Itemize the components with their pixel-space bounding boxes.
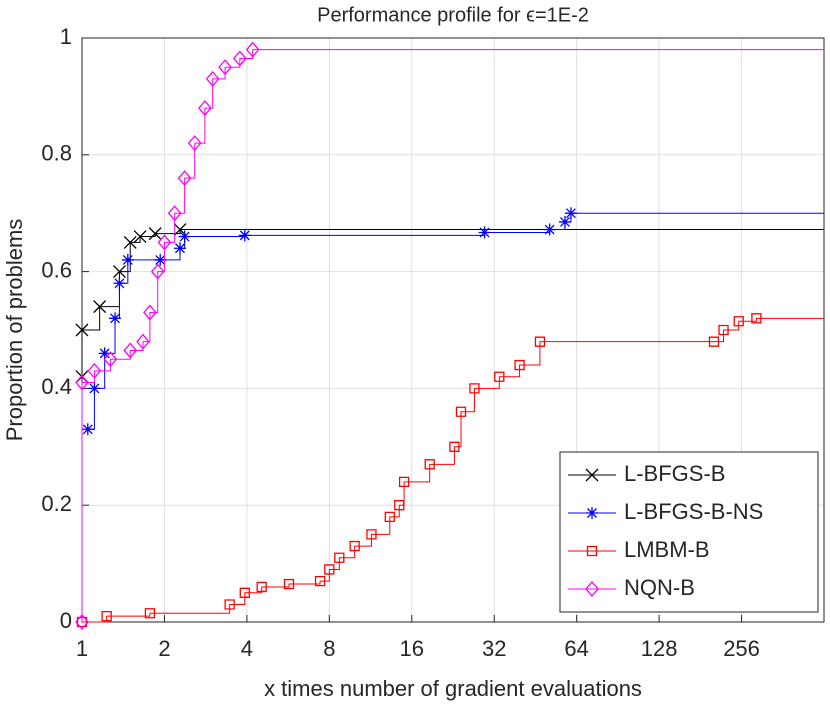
x-tick-label: 4 [241,636,253,661]
marker [123,235,137,249]
marker [113,277,126,290]
marker [198,100,212,117]
marker [150,263,165,280]
marker [751,313,762,324]
marker [87,362,102,379]
marker [81,423,94,436]
marker [733,316,744,327]
marker [494,371,505,382]
marker [205,70,220,87]
marker [148,227,162,241]
y-tick-label: 0 [60,608,72,633]
marker [144,608,156,619]
y-tick-label: 0.4 [41,374,72,399]
marker [449,441,460,452]
marker [314,575,326,587]
marker [75,374,89,391]
legend-label: LMBM-B [624,537,710,562]
y-axis-label: Proportion of problems [2,219,27,442]
marker [324,564,335,575]
marker [586,545,598,557]
chart-title: Performance profile for ϵ=1E-2 [317,4,589,26]
legend-box [559,451,819,613]
marker [93,300,107,314]
marker [585,468,599,482]
x-tick-label: 32 [482,636,506,661]
marker [384,511,395,523]
marker [398,476,410,487]
x-tick-label: 16 [400,636,424,661]
marker [558,215,571,228]
marker [239,587,250,598]
marker [334,552,345,563]
x-tick-label: 8 [323,636,335,661]
marker [469,383,480,394]
marker [718,324,729,336]
x-axis-label: x times number of gradient evaluations [264,676,642,701]
marker [174,242,187,255]
marker [103,351,118,368]
marker [123,342,138,359]
marker [585,581,599,597]
legend-label: L-BFGS-B [624,461,725,486]
y-tick-label: 0.8 [41,141,72,166]
marker [112,265,126,279]
marker [121,253,134,266]
marker [98,347,111,360]
marker [178,230,191,243]
marker [187,135,202,152]
marker [478,226,491,239]
marker [218,59,232,76]
marker [455,406,467,417]
marker [245,41,260,58]
marker [167,205,182,222]
marker [543,223,556,236]
marker [157,234,172,251]
marker [232,50,247,67]
marker [154,253,167,266]
marker [109,312,122,325]
marker [101,611,112,622]
marker [75,323,89,337]
marker [224,599,235,610]
x-tick-label: 128 [641,636,678,661]
marker [256,581,267,593]
marker [514,359,525,371]
y-tick-label: 1 [60,24,72,49]
marker [136,333,150,350]
marker [143,304,157,321]
series-line [82,317,824,623]
marker [133,230,147,244]
marker [424,459,435,470]
marker [349,540,360,552]
legend-label: NQN-B [624,575,695,600]
marker [283,578,295,590]
marker [88,382,101,395]
marker [177,170,192,187]
marker [238,229,251,242]
marker [394,500,405,511]
x-tick-label: 64 [564,636,588,661]
marker [708,336,720,347]
legend-label: L-BFGS-B-NS [624,499,763,524]
x-tick-label: 256 [723,636,760,661]
marker [586,507,598,519]
y-tick-label: 0.6 [41,257,72,282]
x-tick-label: 1 [76,636,88,661]
marker [75,614,89,630]
marker [534,336,546,347]
x-tick-label: 2 [158,636,170,661]
marker [564,207,577,220]
marker [366,529,377,540]
y-tick-label: 0.2 [41,491,72,516]
